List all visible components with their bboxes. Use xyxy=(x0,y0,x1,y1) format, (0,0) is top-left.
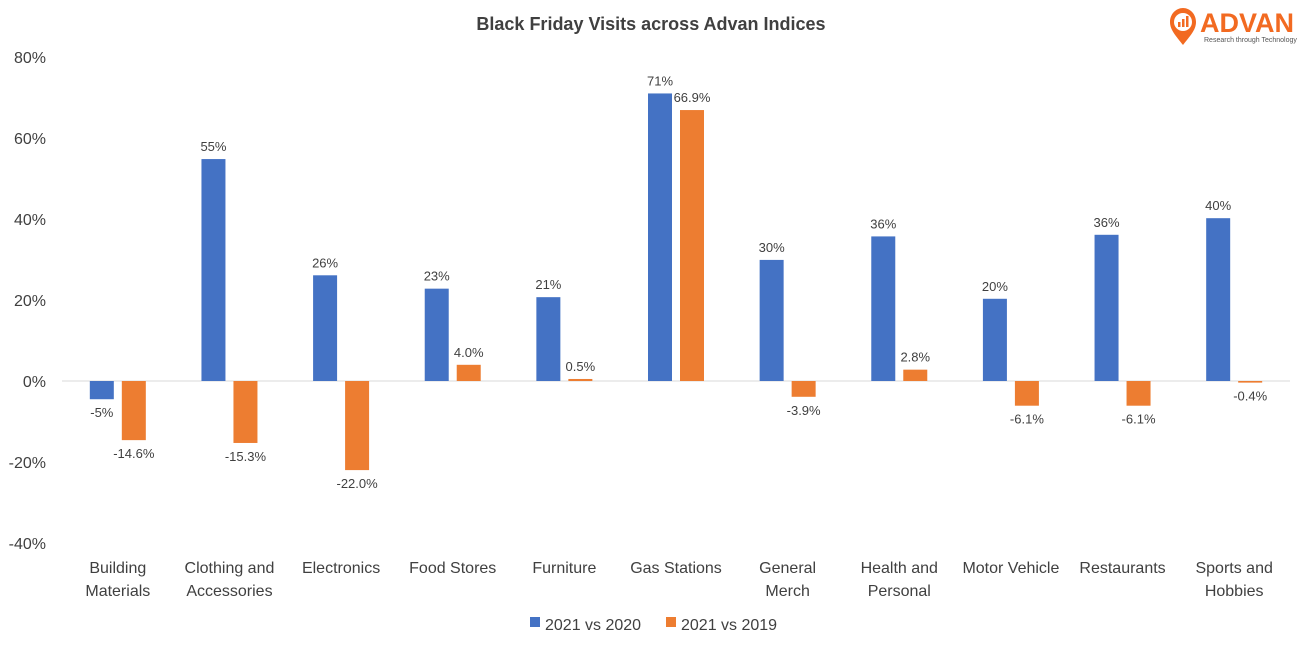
category-label: Accessories xyxy=(186,583,272,600)
data-label-series-2: -15.3% xyxy=(225,449,267,464)
category-label: Materials xyxy=(85,583,150,600)
bar-series-2 xyxy=(791,381,816,397)
category-label: Motor Vehicle xyxy=(962,560,1059,577)
bar-series-2 xyxy=(903,369,928,381)
category-label: Clothing and xyxy=(185,560,275,577)
data-label-series-2: -3.9% xyxy=(787,403,821,418)
data-label-series-2: -0.4% xyxy=(1233,389,1267,404)
legend-swatch-2021-vs-2019 xyxy=(666,617,676,627)
data-label-series-1: 26% xyxy=(312,255,338,270)
category-label: General xyxy=(759,560,816,577)
data-label-series-2: 66.9% xyxy=(674,90,711,105)
category-label: Gas Stations xyxy=(630,560,722,577)
bar-series-2 xyxy=(1238,381,1263,383)
category-label: Food Stores xyxy=(409,560,496,577)
bar-series-2 xyxy=(568,378,593,381)
bar-series-2 xyxy=(233,381,258,443)
category-label: Personal xyxy=(868,583,931,600)
data-label-series-2: -22.0% xyxy=(336,476,378,491)
legend: 2021 vs 2020 2021 vs 2019 xyxy=(530,617,777,634)
category-label: Electronics xyxy=(302,560,380,577)
bar-series-2 xyxy=(1014,381,1039,406)
bar-series-1 xyxy=(201,159,226,381)
data-label-series-1: 36% xyxy=(870,216,896,231)
bar-series-1 xyxy=(536,297,561,381)
bar-series-1 xyxy=(89,381,114,400)
bar-series-1 xyxy=(759,259,784,381)
data-label-series-1: 30% xyxy=(759,240,785,255)
data-label-series-1: 71% xyxy=(647,73,673,88)
y-tick-label: 60% xyxy=(14,131,46,148)
data-label-series-2: -14.6% xyxy=(113,446,155,461)
bar-series-1 xyxy=(871,236,896,381)
bar-series-2 xyxy=(121,381,146,441)
data-label-series-1: 40% xyxy=(1205,198,1231,213)
category-label: Hobbies xyxy=(1205,583,1264,600)
y-tick-label: 80% xyxy=(14,50,46,67)
data-label-series-2: -6.1% xyxy=(1010,412,1044,427)
legend-label-2021-vs-2019: 2021 vs 2019 xyxy=(681,617,777,634)
bar-series-1 xyxy=(1206,218,1231,381)
category-label: Building xyxy=(89,560,146,577)
category-label: Furniture xyxy=(532,560,596,577)
x-axis-labels: Building Materials Clothing and Accessories… xyxy=(85,560,1273,600)
category-label: Sports and xyxy=(1195,560,1272,577)
category-label: Merch xyxy=(765,583,809,600)
data-label-series-2: -6.1% xyxy=(1122,412,1156,427)
y-axis: 80% 60% 40% 20% 0% -20% -40% xyxy=(9,50,46,553)
data-label-series-2: 4.0% xyxy=(454,345,484,360)
y-tick-label: -20% xyxy=(9,455,46,472)
advan-logo: ADVAN Research through Technology xyxy=(1170,8,1297,45)
data-label-series-1: 21% xyxy=(535,277,561,292)
legend-swatch-2021-vs-2020 xyxy=(530,617,540,627)
logo-tagline: Research through Technology xyxy=(1204,37,1297,44)
data-label-series-1: -5% xyxy=(90,405,114,420)
chart-title: Black Friday Visits across Advan Indices xyxy=(476,14,825,34)
data-label-series-1: 55% xyxy=(200,139,226,154)
bar-series-2 xyxy=(345,381,370,471)
y-tick-label: 20% xyxy=(14,293,46,310)
bar-series-2 xyxy=(680,110,704,382)
map-pin-icon xyxy=(1170,8,1196,45)
y-tick-label: 0% xyxy=(23,374,46,391)
data-label-series-2: 0.5% xyxy=(566,359,596,374)
bar-series-1 xyxy=(1094,234,1119,381)
y-tick-label: -40% xyxy=(9,536,46,553)
category-label: Restaurants xyxy=(1079,560,1165,577)
bars xyxy=(89,93,1263,471)
bar-series-2 xyxy=(456,364,481,381)
y-tick-label: 40% xyxy=(14,212,46,229)
data-label-series-2: 2.8% xyxy=(900,350,930,365)
bar-series-1 xyxy=(424,288,449,381)
data-label-series-1: 20% xyxy=(982,279,1008,294)
data-label-series-1: 23% xyxy=(424,269,450,284)
bar-series-2 xyxy=(1126,381,1151,406)
data-labels: -5% -14.6% 55% -15.3% 26% -22.0% 23% 4.0% 21% 0.5… xyxy=(90,73,1267,491)
category-label: Health and xyxy=(861,560,938,577)
bar-series-1 xyxy=(648,93,672,381)
bar-series-1 xyxy=(982,298,1007,381)
legend-label-2021-vs-2020: 2021 vs 2020 xyxy=(545,617,641,634)
data-label-series-1: 36% xyxy=(1094,215,1120,230)
bar-series-1 xyxy=(313,275,338,381)
logo-name: ADVAN xyxy=(1200,8,1294,38)
